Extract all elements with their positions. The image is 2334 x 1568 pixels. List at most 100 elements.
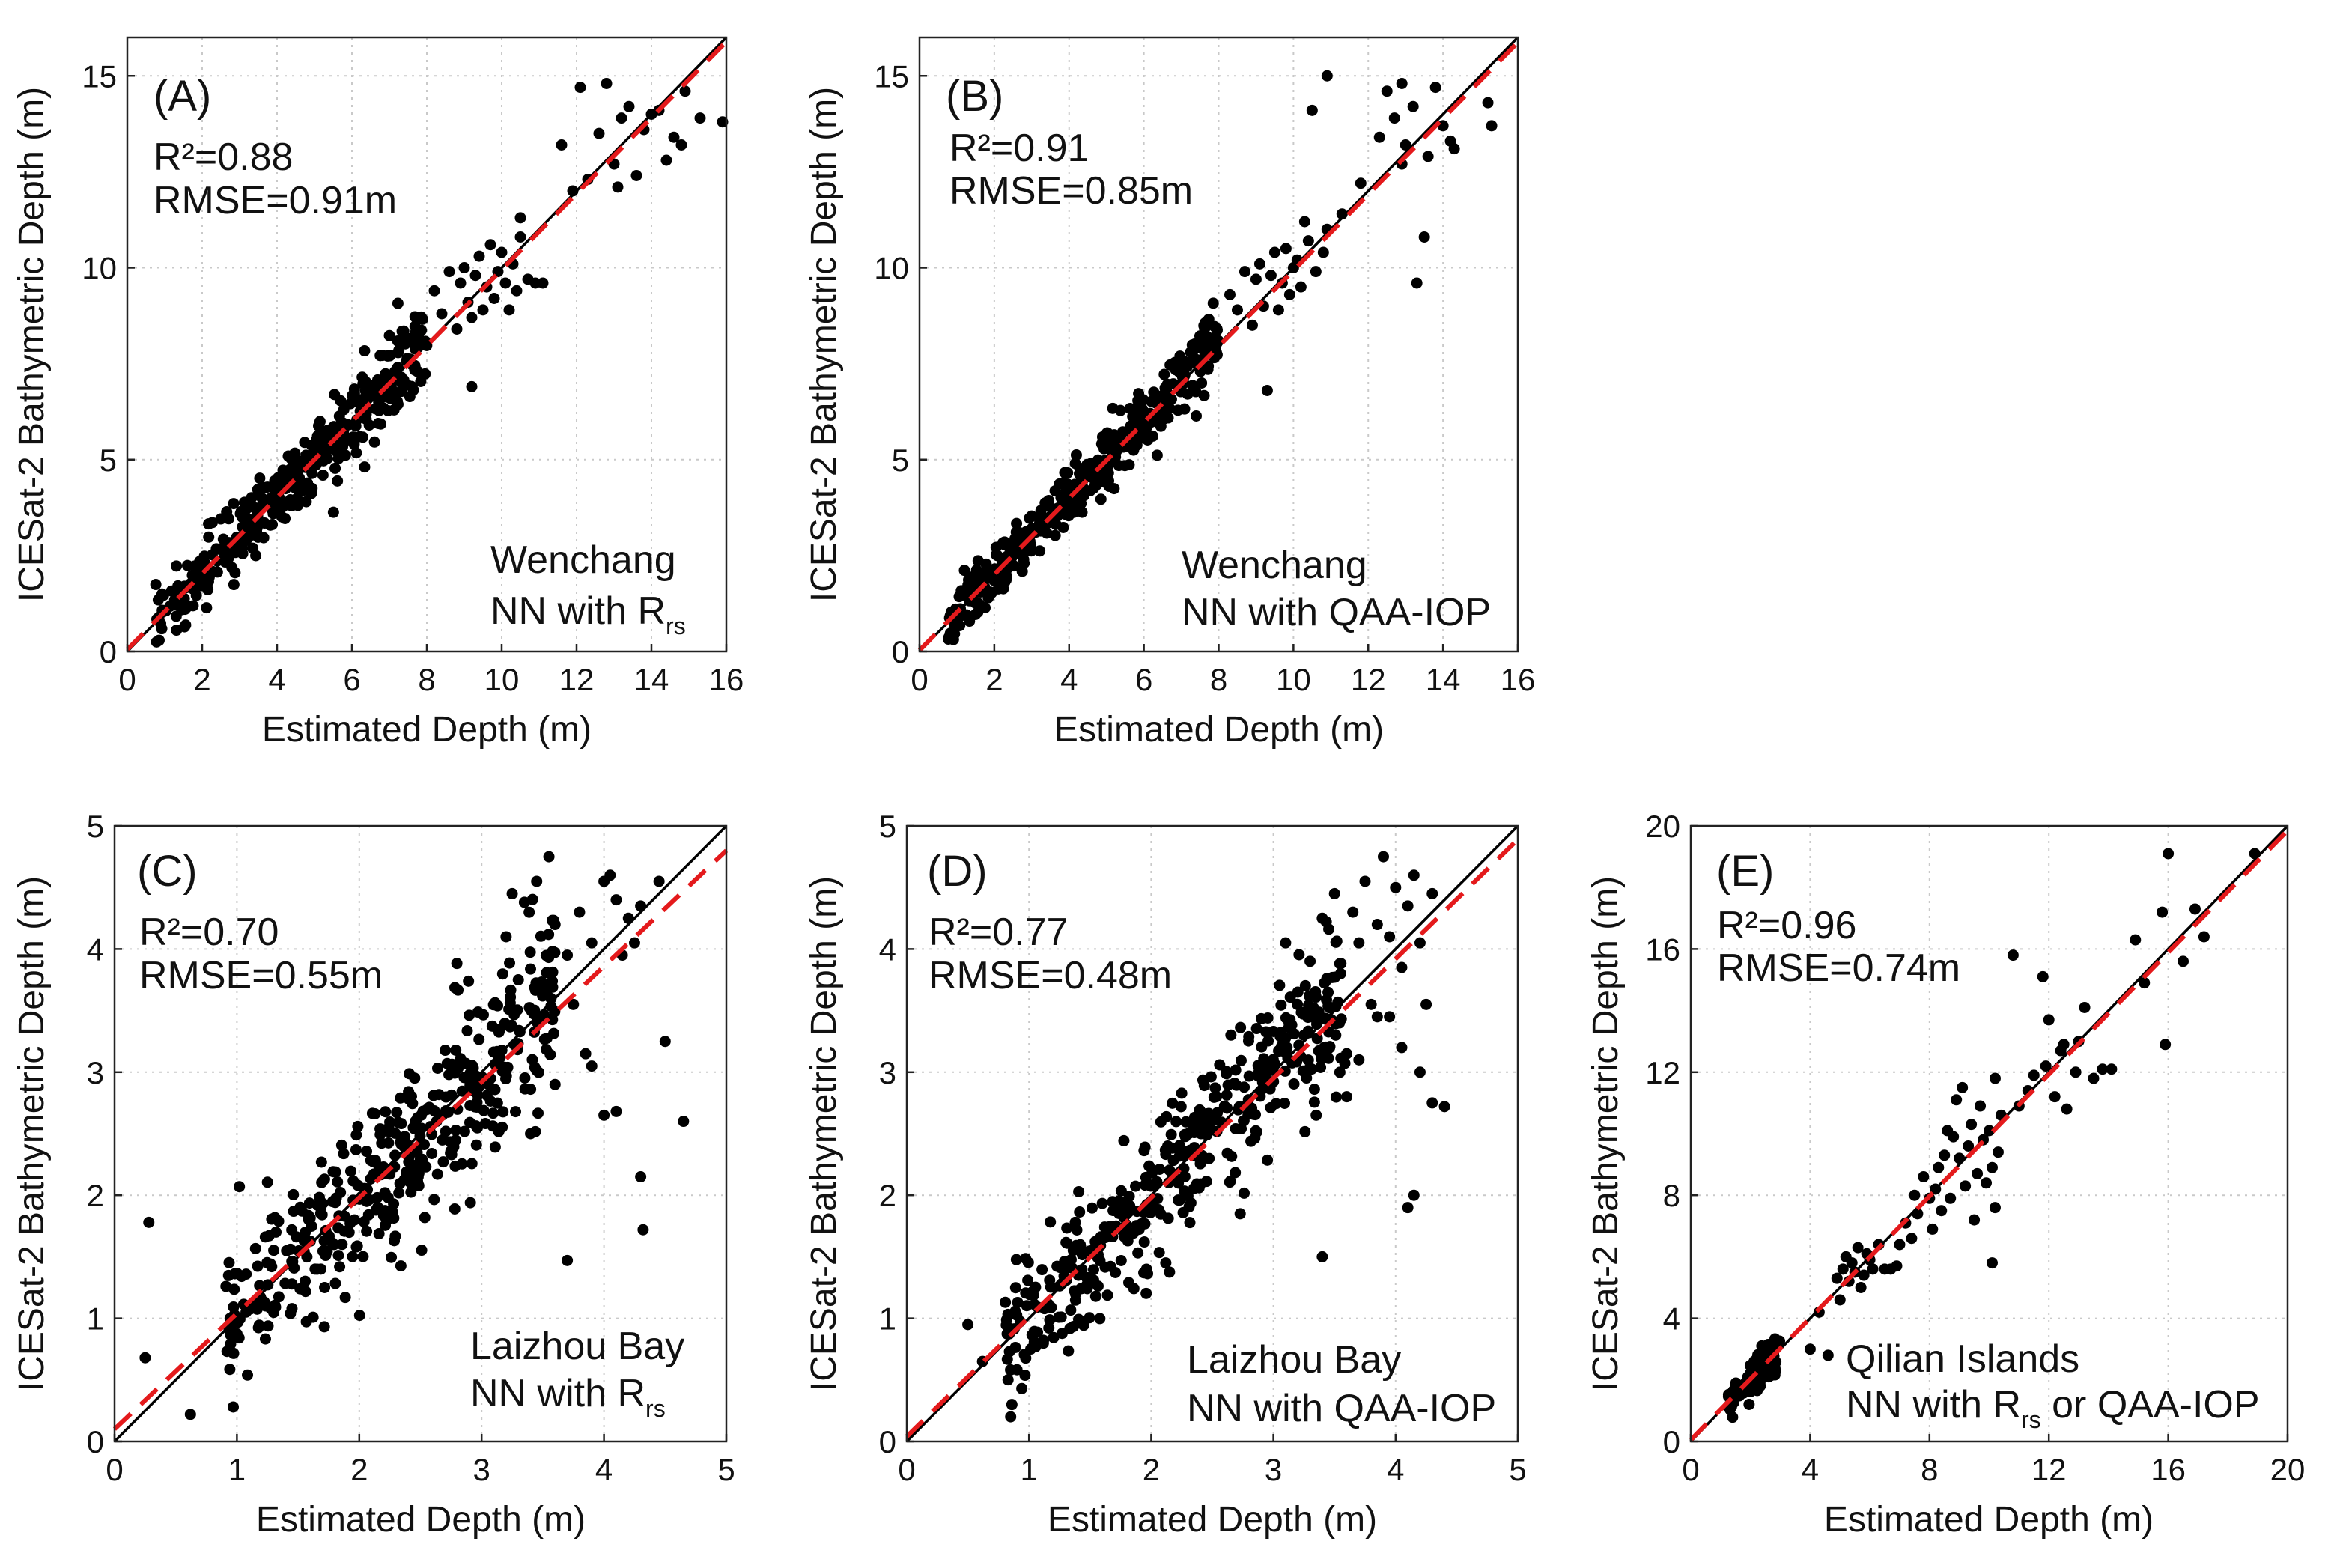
- data-point: [1918, 1171, 1930, 1183]
- data-point: [242, 1369, 254, 1381]
- data-point: [1302, 235, 1314, 247]
- data-point: [315, 1156, 327, 1168]
- data-point: [210, 543, 222, 555]
- data-point: [332, 1176, 344, 1188]
- data-point: [1089, 1290, 1101, 1302]
- data-point: [1355, 177, 1367, 189]
- data-point: [1420, 998, 1432, 1010]
- data-point: [171, 560, 183, 572]
- data-point: [249, 1242, 261, 1254]
- data-point: [392, 1116, 404, 1128]
- panel-tag: (E): [1716, 847, 1774, 896]
- data-point: [481, 1090, 493, 1101]
- data-point: [967, 571, 979, 583]
- data-point: [1933, 1161, 1945, 1173]
- data-point: [1396, 961, 1408, 973]
- data-point: [1230, 1167, 1242, 1179]
- data-point: [972, 555, 984, 567]
- data-point: [348, 1214, 360, 1226]
- data-point: [2079, 1001, 2091, 1013]
- data-point: [261, 1176, 273, 1188]
- x-tick-label: 10: [1276, 662, 1311, 697]
- data-point: [1894, 1239, 1906, 1251]
- data-point: [1061, 1222, 1073, 1234]
- data-point: [547, 945, 559, 957]
- data-point: [1016, 1382, 1028, 1394]
- data-point: [1331, 935, 1343, 947]
- data-point: [473, 1033, 485, 1045]
- data-point: [1837, 1263, 1849, 1275]
- data-point: [1951, 1094, 1963, 1106]
- data-point: [1957, 1081, 1969, 1093]
- data-point: [2097, 1063, 2109, 1075]
- data-point: [526, 1054, 538, 1066]
- data-point: [469, 270, 481, 282]
- data-point: [504, 1021, 516, 1033]
- axes-frame: [1689, 824, 2289, 1443]
- data-point: [523, 906, 535, 918]
- data-point: [258, 532, 270, 544]
- data-point: [1402, 900, 1414, 912]
- x-axis-label: Estimated Depth (m): [1824, 1500, 2154, 1540]
- data-point: [1252, 1060, 1264, 1072]
- data-point: [361, 1146, 373, 1158]
- data-point: [404, 1176, 416, 1188]
- data-point: [1945, 1192, 1957, 1204]
- method-subscript: rs: [645, 1395, 666, 1422]
- panel-tag: (B): [946, 72, 1003, 121]
- data-point: [371, 1201, 383, 1213]
- y-tick-label: 0: [100, 634, 117, 669]
- data-point: [1140, 1287, 1152, 1299]
- data-point: [170, 610, 182, 622]
- y-tick-label: 5: [87, 809, 104, 844]
- x-tick-label: 2: [1143, 1452, 1160, 1487]
- data-point: [1274, 979, 1286, 991]
- data-point: [1936, 1205, 1948, 1217]
- data-point: [1855, 1282, 1867, 1293]
- data-point: [413, 1167, 425, 1179]
- data-point: [259, 1231, 271, 1243]
- r-squared-text: R²=0.77: [929, 911, 1068, 954]
- data-point: [445, 1145, 457, 1157]
- data-point: [1239, 1187, 1250, 1199]
- data-point: [440, 1045, 452, 1057]
- data-point: [2007, 949, 2019, 961]
- data-point: [1138, 1145, 1150, 1157]
- data-point: [361, 391, 373, 403]
- data-point: [150, 579, 162, 591]
- data-point: [1000, 1314, 1012, 1326]
- data-point: [254, 1280, 266, 1292]
- data-point: [1036, 1264, 1048, 1276]
- data-point: [2189, 903, 2201, 915]
- data-point: [1891, 1260, 1903, 1272]
- method-tail: or QAA-IOP: [2041, 1383, 2260, 1426]
- data-point: [406, 380, 418, 392]
- data-point: [1211, 323, 1223, 335]
- data-point: [334, 1261, 346, 1273]
- one-to-one-line: [1689, 824, 2289, 1443]
- data-point: [549, 1078, 561, 1090]
- data-point: [338, 1225, 350, 1237]
- data-point: [189, 560, 201, 572]
- data-point: [1743, 1398, 1755, 1410]
- data-point: [545, 1000, 557, 1012]
- data-point: [458, 1125, 470, 1137]
- data-point: [314, 1202, 326, 1214]
- data-point: [2088, 1072, 2100, 1084]
- x-tick-label: 16: [2151, 1452, 2186, 1487]
- x-tick-label: 8: [1921, 1452, 1938, 1487]
- data-point: [1043, 1322, 1055, 1334]
- data-point: [411, 1146, 423, 1158]
- data-point: [510, 1106, 522, 1118]
- data-point: [319, 1281, 331, 1293]
- data-point: [2070, 1066, 2082, 1078]
- data-point: [1422, 151, 1434, 162]
- data-point: [525, 1128, 537, 1140]
- data-point: [678, 1116, 690, 1128]
- data-point: [1769, 1369, 1781, 1381]
- data-point: [1400, 139, 1411, 151]
- data-point: [351, 1240, 363, 1252]
- data-point: [679, 85, 691, 97]
- y-tick-label: 8: [1663, 1178, 1680, 1213]
- data-point: [1132, 1247, 1144, 1259]
